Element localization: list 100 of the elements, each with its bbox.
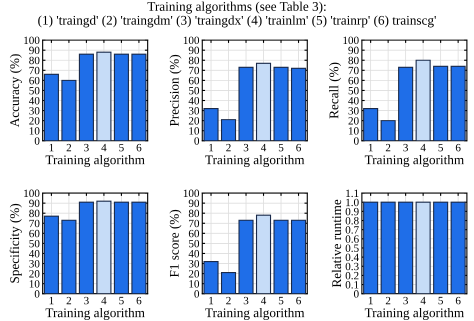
bar xyxy=(238,220,254,294)
y-tick-label: 90 xyxy=(348,46,359,54)
x-tick-label: 6 xyxy=(136,296,142,304)
bar xyxy=(363,108,378,141)
y-tick-label: 20 xyxy=(188,270,200,278)
y-tick-label: 40 xyxy=(188,250,200,258)
x-tick-label: 2 xyxy=(66,144,72,152)
y-tick-label: 100 xyxy=(184,190,200,198)
x-tick-label: 2 xyxy=(66,296,72,304)
y-tick-label: 0.7 xyxy=(346,226,359,234)
y-tick-label: 50 xyxy=(189,240,200,248)
bar xyxy=(78,54,94,141)
y-tick-label: 0 xyxy=(354,290,359,298)
bar xyxy=(131,54,146,141)
bar xyxy=(44,216,59,294)
y-axis-title: Relative runtime xyxy=(332,200,342,288)
x-tick-label: 1 xyxy=(50,144,54,152)
bar xyxy=(61,80,76,141)
y-tick-label: 0.6 xyxy=(346,235,359,243)
bar xyxy=(416,60,431,141)
x-tick-label: 6 xyxy=(296,296,301,304)
bar xyxy=(273,220,289,294)
bar xyxy=(256,62,272,141)
y-tick-label: 20 xyxy=(348,117,359,125)
y-tick-label: 0.1 xyxy=(346,281,358,289)
bar xyxy=(398,66,414,141)
y-tick-label: 100 xyxy=(24,36,40,44)
y-tick-label: 30 xyxy=(188,260,200,268)
x-tick-label: 1 xyxy=(209,144,214,152)
x-axis-title: Training algorithm xyxy=(364,308,464,320)
y-tick-label: 1.1 xyxy=(346,190,358,198)
y-tick-label: 0 xyxy=(34,137,40,145)
y-tick-label: 0.4 xyxy=(346,254,359,262)
y-tick-label: 80 xyxy=(348,56,359,64)
x-tick-label: 1 xyxy=(368,144,373,152)
y-tick-label: 50 xyxy=(29,240,40,248)
bar xyxy=(380,120,396,141)
bar xyxy=(220,119,236,141)
x-tick-label: 3 xyxy=(403,144,408,152)
y-tick-label: 80 xyxy=(188,56,200,64)
y-tick-label: 20 xyxy=(29,270,40,278)
bar xyxy=(78,202,94,294)
y-axis-title: Specificity (%) xyxy=(10,204,22,283)
y-tick-label: 90 xyxy=(29,46,40,54)
y-tick-label: 60 xyxy=(348,76,359,84)
y-tick-label: 70 xyxy=(189,220,200,228)
y-tick-label: 20 xyxy=(188,117,200,125)
bar xyxy=(131,202,146,294)
y-tick-label: 30 xyxy=(29,107,40,115)
bar xyxy=(433,66,448,141)
x-tick-label: 6 xyxy=(456,144,461,152)
x-tick-label: 4 xyxy=(101,144,107,152)
x-tick-label: 4 xyxy=(420,296,426,304)
x-axis-title: Training algorithm xyxy=(46,155,145,167)
x-tick-label: 2 xyxy=(226,296,231,304)
y-tick-label: 60 xyxy=(188,230,200,238)
x-tick-label: 3 xyxy=(244,296,248,304)
y-tick-label: 10 xyxy=(189,127,200,135)
bar xyxy=(96,52,112,141)
x-tick-label: 4 xyxy=(101,296,107,304)
bar xyxy=(203,260,219,294)
y-tick-label: 10 xyxy=(348,127,359,135)
x-tick-label: 5 xyxy=(119,144,124,152)
y-tick-label: 0 xyxy=(194,290,200,298)
y-tick-label: 10 xyxy=(189,280,200,288)
bar xyxy=(114,54,129,141)
y-tick-label: 40 xyxy=(28,250,40,258)
x-tick-label: 5 xyxy=(438,296,443,304)
x-tick-label: 6 xyxy=(136,144,142,152)
x-tick-label: 3 xyxy=(244,144,248,152)
y-tick-label: 0.8 xyxy=(346,216,359,225)
y-tick-label: 100 xyxy=(24,190,40,198)
y-tick-label: 0.3 xyxy=(346,262,359,270)
x-tick-label: 1 xyxy=(368,296,373,304)
y-tick-label: 20 xyxy=(29,117,40,125)
y-tick-label: 40 xyxy=(188,96,200,104)
y-tick-label: 0.9 xyxy=(346,208,359,216)
bar xyxy=(203,108,219,141)
y-tick-label: 30 xyxy=(348,107,359,115)
x-tick-label: 3 xyxy=(84,144,89,152)
y-axis-title: Precision (%) xyxy=(169,54,182,126)
y-tick-label: 70 xyxy=(30,220,40,228)
x-tick-label: 5 xyxy=(438,144,443,152)
bar xyxy=(290,220,306,294)
y-tick-label: 90 xyxy=(29,200,40,208)
x-axis-title: Training algorithm xyxy=(364,155,464,167)
bar xyxy=(256,214,272,294)
x-tick-label: 6 xyxy=(456,296,461,304)
y-tick-label: 0.2 xyxy=(346,272,358,280)
y-tick-label: 1.0 xyxy=(346,198,359,206)
y-tick-label: 100 xyxy=(184,36,200,44)
x-axis-title: Training algorithm xyxy=(46,308,145,320)
y-tick-label: 10 xyxy=(30,280,40,288)
y-tick-label: 0.5 xyxy=(346,244,359,252)
y-axis-title: Recall (%) xyxy=(329,62,342,118)
x-tick-label: 3 xyxy=(403,296,408,304)
x-tick-label: 5 xyxy=(119,296,124,304)
x-tick-label: 2 xyxy=(386,144,390,152)
bar xyxy=(290,68,306,141)
x-tick-label: 4 xyxy=(260,144,266,152)
